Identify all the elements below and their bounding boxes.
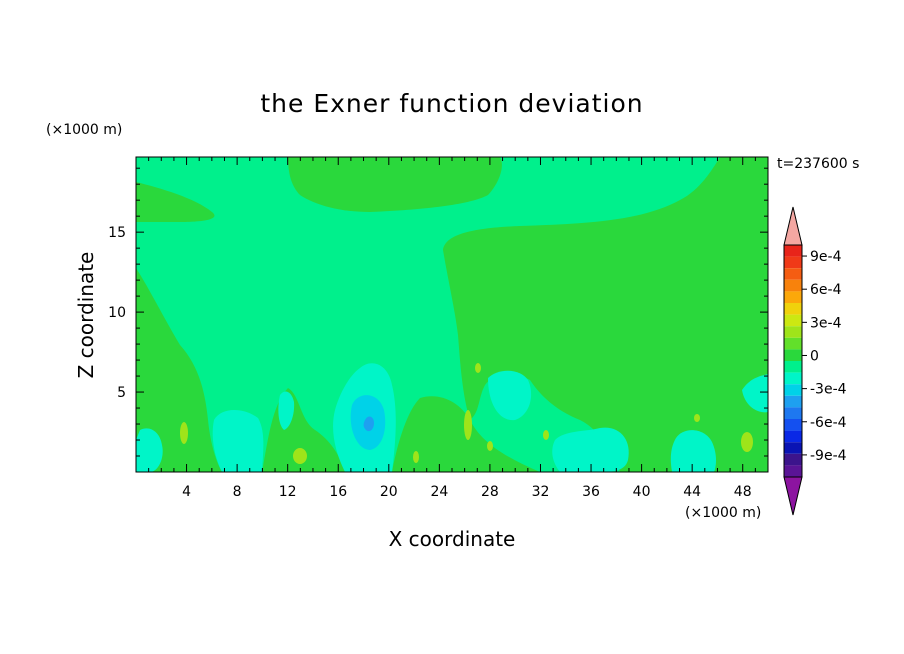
- y-unit-label: (×1000 m): [46, 122, 122, 138]
- positive-patches: [180, 363, 753, 464]
- x-tick-label: 36: [582, 484, 600, 500]
- colorbar-swatch: [784, 326, 802, 338]
- contour-region-left-lower: [136, 268, 222, 472]
- colorbar-tick-label: 0: [810, 348, 819, 364]
- x-tick-label: 32: [532, 484, 550, 500]
- colorbar-swatch: [784, 430, 802, 443]
- colorbar-swatch: [784, 465, 802, 477]
- contour-region-upper-left: [136, 182, 215, 222]
- colorbar-swatch: [784, 442, 802, 454]
- x-tick-label: 20: [380, 484, 398, 500]
- colorbar-swatch: [784, 419, 802, 431]
- colorbar-swatch: [784, 291, 802, 303]
- y-tick-label: 15: [108, 225, 126, 241]
- x-tick-label: 8: [233, 484, 242, 500]
- colorbar-frame: [783, 244, 803, 478]
- colorbar-tick-label: 6e-4: [810, 282, 842, 298]
- y-axis-label: Z coordinate: [74, 252, 98, 379]
- colorbar-swatch: [784, 361, 802, 373]
- colorbar-swatch: [784, 268, 802, 280]
- colorbar-top-triangle: [783, 206, 803, 246]
- y-tick-label: 5: [117, 385, 126, 401]
- plot-area: [136, 157, 768, 472]
- contour-region-negative-28: [488, 370, 532, 421]
- colorbar-tick-label: 9e-4: [810, 249, 842, 265]
- x-tick-label: 40: [633, 484, 651, 500]
- contour-region-negative-49: [742, 374, 768, 413]
- colorbar-swatch: [784, 279, 802, 292]
- colorbar-swatch: [784, 337, 802, 350]
- x-tick-label: 48: [734, 484, 752, 500]
- colorbar-swatch: [784, 453, 802, 466]
- colorbar-swatch: [784, 349, 802, 361]
- contour-region-negative-32: [552, 427, 629, 472]
- contour-region-negative-44: [670, 430, 716, 472]
- contour-region-negative-19-core: [363, 416, 374, 432]
- colorbar-swatch: [784, 407, 802, 419]
- x-tick-label: 12: [279, 484, 297, 500]
- x-axis-ticks: 4 8 12 16 20 24 28 32 36 40 44 48: [148, 157, 756, 500]
- colorbar-swatch: [784, 256, 802, 269]
- time-label: t=237600 s: [777, 156, 859, 172]
- x-tick-label: 28: [481, 484, 499, 500]
- colorbar-bottom-triangle: [783, 476, 803, 516]
- contour-region-negative-14: [278, 391, 295, 430]
- y-tick-label: 10: [108, 305, 126, 321]
- colorbar-tick-label: -6e-4: [810, 415, 847, 431]
- contour-region-upper-middle: [288, 157, 502, 212]
- colorbar-swatch: [784, 395, 802, 408]
- contour-region-right: [443, 157, 768, 472]
- colorbar-swatch: [784, 372, 802, 385]
- colorbar-swatch: [784, 303, 802, 315]
- contour-region-negative-left: [136, 428, 163, 472]
- x-tick-label: 16: [329, 484, 347, 500]
- x-tick-label: 44: [683, 484, 701, 500]
- colorbar: 9e-4 6e-4 3e-4 0 -3e-4 -6e-4 -9e-4: [783, 206, 847, 516]
- colorbar-tick-label: -3e-4: [810, 382, 847, 398]
- x-axis-label: X coordinate: [389, 527, 516, 551]
- x-tick-label: 4: [182, 484, 191, 500]
- y-axis-ticks: 5 10 15: [108, 167, 768, 457]
- colorbar-tick-label: -9e-4: [810, 448, 847, 464]
- colorbar-swatch: [784, 245, 802, 257]
- contour-region-lower-band: [262, 388, 540, 472]
- contour-region-negative-8: [212, 410, 264, 472]
- chart-title: the Exner function deviation: [260, 89, 643, 118]
- colorbar-tick-label: 3e-4: [810, 315, 842, 331]
- colorbar-swatch: [784, 314, 802, 327]
- colorbar-swatch: [784, 384, 802, 396]
- x-tick-label: 24: [430, 484, 448, 500]
- x-unit-label: (×1000 m): [685, 505, 761, 521]
